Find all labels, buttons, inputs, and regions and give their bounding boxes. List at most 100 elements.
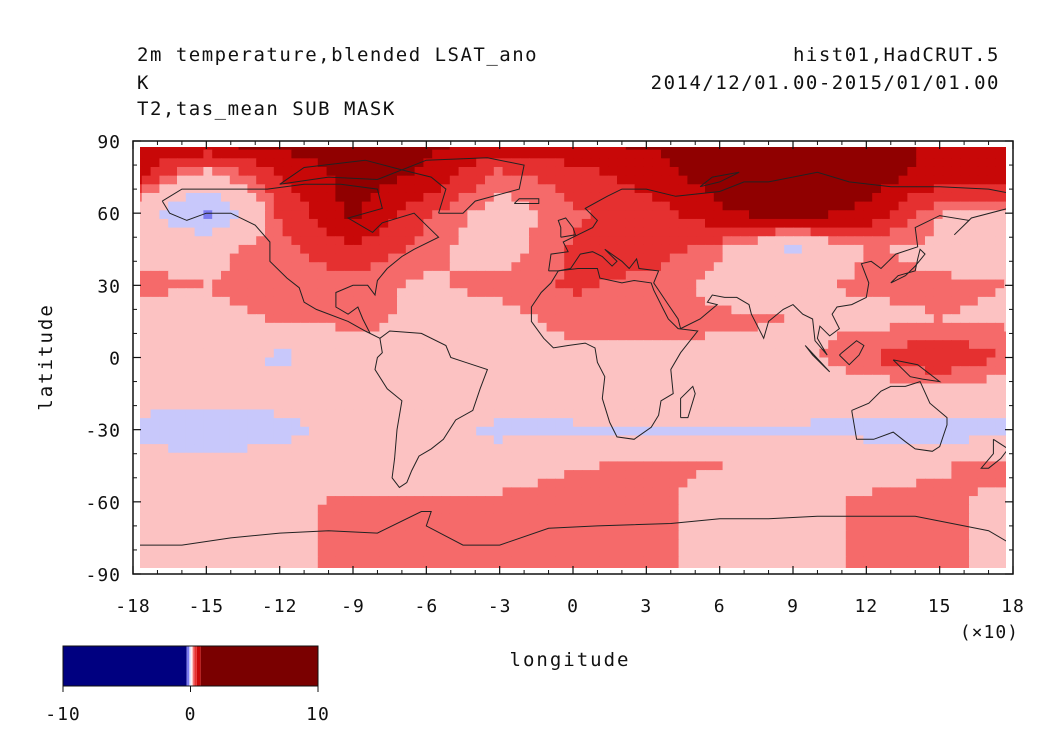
field-cell bbox=[265, 305, 275, 315]
field-cell bbox=[925, 227, 935, 237]
field-cell bbox=[317, 513, 328, 523]
field-cell bbox=[669, 314, 680, 324]
field-cell bbox=[933, 374, 944, 385]
field-cell bbox=[502, 548, 512, 558]
field-cell bbox=[669, 236, 680, 246]
field-cell bbox=[933, 418, 944, 428]
field-cell bbox=[617, 331, 627, 341]
field-cell bbox=[309, 383, 319, 393]
field-cell bbox=[485, 262, 495, 272]
field-cell bbox=[581, 426, 592, 437]
field-cell bbox=[573, 244, 583, 255]
field-cell bbox=[907, 158, 917, 168]
field-cell bbox=[925, 366, 935, 376]
field-cell bbox=[168, 218, 178, 229]
field-cell bbox=[969, 279, 979, 289]
field-cell bbox=[405, 253, 416, 263]
field-cell bbox=[414, 478, 424, 488]
field-cell bbox=[643, 288, 653, 298]
field-cell bbox=[749, 348, 759, 359]
field-cell bbox=[159, 366, 169, 376]
field-cell bbox=[150, 357, 160, 367]
field-cell bbox=[801, 227, 812, 237]
field-cell bbox=[423, 262, 433, 272]
field-cell bbox=[529, 444, 539, 454]
field-cell bbox=[608, 539, 618, 549]
field-cell bbox=[784, 175, 794, 185]
field-cell bbox=[705, 513, 715, 523]
field-cell bbox=[678, 227, 688, 237]
field-cell bbox=[793, 452, 803, 463]
field-cell bbox=[819, 461, 829, 471]
field-cell bbox=[502, 227, 512, 237]
field-cell bbox=[995, 244, 1005, 255]
field-cell bbox=[960, 331, 970, 341]
field-cell bbox=[581, 218, 592, 229]
field-cell bbox=[951, 314, 961, 324]
field-cell bbox=[555, 184, 565, 194]
field-cell bbox=[722, 478, 732, 488]
field-cell bbox=[379, 322, 389, 333]
field-cell bbox=[370, 487, 380, 497]
field-cell bbox=[449, 556, 460, 566]
field-cell bbox=[819, 392, 829, 402]
field-cell bbox=[229, 539, 240, 549]
field-cell bbox=[590, 444, 600, 454]
field-cell bbox=[757, 166, 768, 177]
field-cell bbox=[247, 539, 257, 549]
field-cell bbox=[960, 522, 970, 532]
field-cell bbox=[581, 288, 592, 298]
field-cell bbox=[696, 236, 706, 246]
field-cell bbox=[907, 530, 917, 540]
field-cell bbox=[397, 366, 407, 376]
field-cell bbox=[194, 296, 204, 307]
field-cell bbox=[766, 244, 776, 255]
field-cell bbox=[977, 236, 988, 246]
field-cell bbox=[599, 392, 609, 402]
field-cell bbox=[476, 444, 486, 454]
field-cell bbox=[432, 435, 442, 445]
field-cell bbox=[784, 201, 794, 211]
field-cell bbox=[265, 504, 275, 514]
field-cell bbox=[977, 175, 988, 185]
field-cell bbox=[291, 418, 301, 428]
field-cell bbox=[546, 548, 556, 558]
field-cell bbox=[801, 296, 812, 307]
field-cell bbox=[379, 565, 389, 568]
field-cell bbox=[379, 314, 389, 324]
field-cell bbox=[140, 452, 143, 463]
field-cell bbox=[405, 530, 416, 540]
field-cell bbox=[159, 478, 169, 488]
field-cell bbox=[573, 478, 583, 488]
field-cell bbox=[661, 192, 671, 203]
field-cell bbox=[722, 253, 732, 263]
field-cell bbox=[845, 331, 856, 341]
field-cell bbox=[177, 522, 187, 532]
field-cell bbox=[432, 192, 442, 203]
field-cell bbox=[282, 409, 292, 419]
field-cell bbox=[925, 305, 935, 315]
field-cell bbox=[379, 374, 389, 385]
field-cell bbox=[326, 418, 336, 428]
field-cell bbox=[388, 279, 398, 289]
field-cell bbox=[309, 227, 319, 237]
field-cell bbox=[1013, 470, 1022, 479]
field-cell bbox=[388, 366, 398, 376]
field-cell bbox=[388, 184, 398, 194]
field-cell bbox=[520, 383, 530, 393]
field-cell bbox=[159, 147, 169, 151]
field-cell bbox=[625, 331, 636, 341]
field-cell bbox=[1004, 270, 1006, 281]
field-cell bbox=[625, 522, 636, 532]
field-cell bbox=[159, 374, 169, 385]
field-cell bbox=[379, 435, 389, 445]
field-cell bbox=[361, 184, 372, 194]
field-cell bbox=[493, 504, 504, 514]
field-cell bbox=[995, 331, 1005, 341]
field-cell bbox=[705, 556, 715, 566]
field-cell bbox=[819, 504, 829, 514]
field-cell bbox=[828, 461, 838, 471]
field-cell bbox=[889, 227, 900, 237]
field-cell bbox=[432, 539, 442, 549]
field-cell bbox=[529, 348, 539, 359]
